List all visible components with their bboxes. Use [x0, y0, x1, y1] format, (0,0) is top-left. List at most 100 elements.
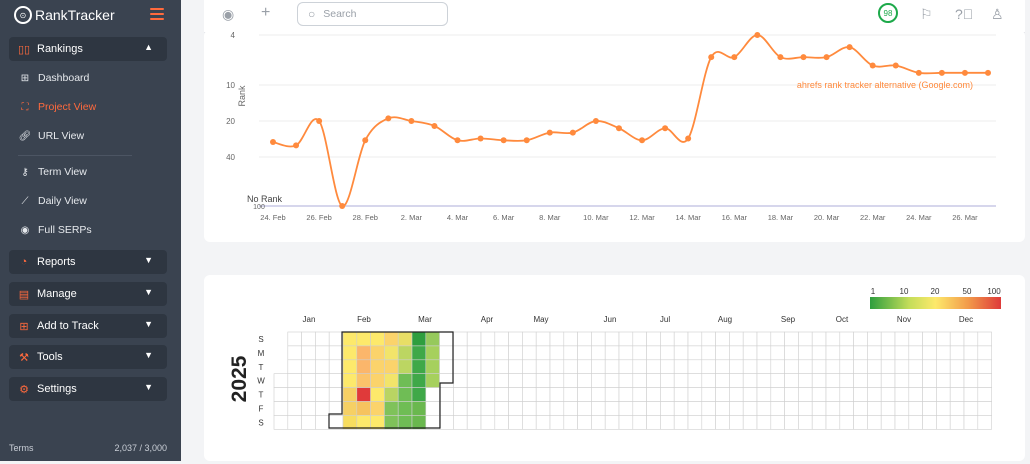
heatmap-day-cell[interactable] — [287, 415, 302, 430]
heatmap-day-cell[interactable] — [646, 359, 661, 375]
heatmap-day-cell[interactable] — [825, 373, 841, 388]
heatmap-day-cell[interactable] — [301, 373, 316, 388]
heatmap-day-cell[interactable] — [853, 345, 868, 361]
heatmap-day-cell[interactable] — [522, 345, 537, 361]
heatmap-day-cell[interactable] — [853, 373, 868, 388]
sidebar-item-project-view[interactable]: ⛶ Project View — [18, 97, 97, 117]
heatmap-day-cell[interactable] — [480, 387, 496, 402]
heatmap-day-cell[interactable] — [646, 415, 661, 430]
heatmap-day-cell[interactable] — [894, 415, 910, 430]
heatmap-day-cell[interactable] — [867, 359, 882, 375]
heatmap-day-cell[interactable] — [618, 373, 634, 388]
heatmap-day-cell[interactable] — [411, 401, 427, 416]
heatmap-day-cell[interactable] — [522, 331, 537, 347]
heatmap-day-cell[interactable] — [770, 345, 785, 361]
heatmap-day-cell[interactable] — [273, 401, 289, 416]
heatmap-day-cell[interactable] — [522, 401, 537, 416]
heatmap-day-cell[interactable] — [453, 373, 468, 388]
heatmap-day-cell[interactable] — [673, 345, 689, 361]
heatmap-day-cell[interactable] — [508, 387, 523, 402]
sidebar-item-term-view[interactable]: ⚷ Term View — [18, 162, 87, 182]
heatmap-day-cell[interactable] — [798, 331, 813, 347]
heatmap-day-cell[interactable] — [701, 401, 716, 416]
heatmap-day-cell[interactable] — [342, 345, 358, 361]
heatmap-day-cell[interactable] — [549, 345, 565, 361]
heatmap-day-cell[interactable] — [715, 415, 730, 430]
heatmap-day-cell[interactable] — [411, 331, 427, 347]
heatmap-day-cell[interactable] — [811, 415, 827, 430]
heatmap-day-cell[interactable] — [591, 415, 606, 430]
heatmap-day-cell[interactable] — [798, 345, 813, 361]
heatmap-day-cell[interactable] — [687, 345, 703, 361]
heatmap-day-cell[interactable] — [466, 415, 482, 430]
heatmap-day-cell[interactable] — [825, 331, 841, 347]
heatmap-day-cell[interactable] — [397, 373, 413, 388]
heatmap-day-cell[interactable] — [356, 415, 371, 430]
heatmap-day-cell[interactable] — [825, 345, 841, 361]
heatmap-day-cell[interactable] — [646, 387, 661, 402]
plus-icon[interactable]: + — [261, 4, 271, 21]
help-icon[interactable]: ?⃝ — [955, 6, 974, 22]
heatmap-day-cell[interactable] — [508, 345, 523, 361]
heatmap-day-cell[interactable] — [646, 345, 661, 361]
heatmap-day-cell[interactable] — [673, 415, 689, 430]
heatmap-day-cell[interactable] — [535, 345, 551, 361]
heatmap-day-cell[interactable] — [618, 359, 634, 375]
data-point[interactable] — [685, 135, 692, 142]
heatmap-day-cell[interactable] — [811, 359, 827, 375]
sidebar-item-url-view[interactable]: 🔗︎ URL View — [18, 126, 84, 146]
heatmap-day-cell[interactable] — [315, 345, 330, 361]
heatmap-day-cell[interactable] — [853, 387, 868, 402]
heatmap-day-cell[interactable] — [618, 387, 634, 402]
heatmap-day-cell[interactable] — [770, 359, 785, 375]
heatmap-day-cell[interactable] — [908, 359, 923, 375]
heatmap-day-cell[interactable] — [494, 387, 509, 402]
heatmap-day-cell[interactable] — [922, 331, 937, 347]
heatmap-day-cell[interactable] — [853, 331, 868, 347]
heatmap-day-cell[interactable] — [577, 401, 592, 416]
heatmap-day-cell[interactable] — [301, 359, 316, 375]
heatmap-day-cell[interactable] — [370, 387, 385, 402]
heatmap-day-cell[interactable] — [535, 373, 551, 388]
heatmap-day-cell[interactable] — [563, 359, 578, 375]
heatmap-day-cell[interactable] — [591, 345, 606, 361]
heatmap-day-cell[interactable] — [880, 415, 896, 430]
sidebar-section-reports[interactable]: ◔ Reports ▼ — [9, 250, 167, 274]
heatmap-day-cell[interactable] — [508, 331, 523, 347]
heatmap-day-cell[interactable] — [894, 359, 910, 375]
data-point[interactable] — [846, 44, 853, 51]
heatmap-day-cell[interactable] — [328, 387, 344, 402]
heatmap-day-cell[interactable] — [853, 359, 868, 375]
heatmap-day-cell[interactable] — [480, 345, 496, 361]
heatmap-day-cell[interactable] — [977, 331, 992, 347]
heatmap-day-cell[interactable] — [673, 401, 689, 416]
heatmap-day-cell[interactable] — [315, 359, 330, 375]
heatmap-day-cell[interactable] — [660, 345, 675, 361]
heatmap-day-cell[interactable] — [466, 373, 482, 388]
heatmap-day-cell[interactable] — [315, 415, 330, 430]
heatmap-day-cell[interactable] — [701, 387, 716, 402]
heatmap-day-cell[interactable] — [701, 373, 716, 388]
heatmap-day-cell[interactable] — [784, 373, 799, 388]
heatmap-day-cell[interactable] — [411, 345, 427, 361]
heatmap-day-cell[interactable] — [701, 359, 716, 375]
heatmap-day-cell[interactable] — [453, 415, 468, 430]
heatmap-day-cell[interactable] — [384, 331, 399, 347]
data-point[interactable] — [800, 54, 807, 61]
heatmap-day-cell[interactable] — [949, 359, 965, 375]
heatmap-day-cell[interactable] — [729, 401, 744, 416]
heatmap-day-cell[interactable] — [922, 387, 937, 402]
heatmap-day-cell[interactable] — [356, 331, 371, 347]
heatmap-day-cell[interactable] — [466, 401, 482, 416]
heatmap-day-cell[interactable] — [549, 359, 565, 375]
heatmap-day-cell[interactable] — [425, 345, 440, 361]
heatmap-day-cell[interactable] — [922, 345, 937, 361]
heatmap-day-cell[interactable] — [301, 345, 316, 361]
heatmap-day-cell[interactable] — [908, 401, 923, 416]
heatmap-day-cell[interactable] — [825, 359, 841, 375]
data-point[interactable] — [385, 115, 392, 122]
heatmap-day-cell[interactable] — [729, 359, 744, 375]
data-point[interactable] — [938, 69, 945, 76]
heatmap-day-cell[interactable] — [784, 401, 799, 416]
heatmap-day-cell[interactable] — [632, 345, 647, 361]
